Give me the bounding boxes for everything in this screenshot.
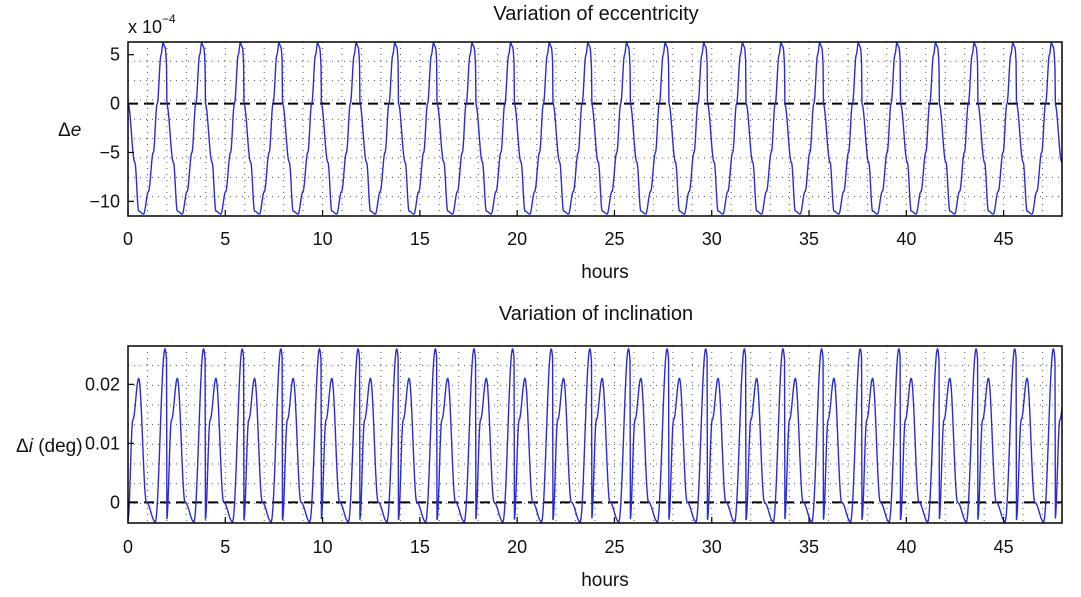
eccentricity-y-tick-label: −10 (89, 191, 120, 211)
eccentricity-y-ticks: 5 0 −5 −10 (89, 45, 134, 211)
eccentricity-x-label: hours (581, 262, 629, 283)
eccentricity-series-line (127, 41, 1063, 215)
eccentricity-x-tick-label: 15 (410, 229, 430, 249)
inclination-y-tick-label: 0.02 (85, 374, 120, 394)
eccentricity-axes-box (127, 41, 1063, 217)
eccentricity-x-tick-label: 0 (123, 229, 133, 249)
eccentricity-x-tick-label: 40 (896, 229, 916, 249)
eccentricity-x-tick-label: 20 (507, 229, 527, 249)
inclination-y-tick-label: 0.01 (85, 433, 120, 453)
eccentricity-x-tick-label: 45 (994, 229, 1014, 249)
eccentricity-y-tick-label: 0 (110, 94, 120, 114)
inclination-x-tick-label: 35 (799, 537, 819, 557)
eccentricity-exponent: x 10−4 (128, 12, 176, 37)
eccentricity-grid (128, 42, 1062, 216)
eccentricity-x-tick-label: 5 (220, 229, 230, 249)
inclination-chart: Variation of inclination 0 5 10 15 20 25 30 35 4… (16, 303, 1063, 591)
inclination-x-tick-label: 25 (604, 537, 624, 557)
inclination-x-tick-label: 15 (410, 537, 430, 557)
eccentricity-y-tick-label: −5 (99, 142, 120, 162)
inclination-x-tick-label: 20 (507, 537, 527, 557)
inclination-x-tick-label: 0 (123, 537, 133, 557)
inclination-x-tick-label: 40 (896, 537, 916, 557)
inclination-x-tick-label: 10 (313, 537, 333, 557)
eccentricity-chart: Variation of eccentricity x 10−4 0 5 10 15 2… (58, 3, 1063, 283)
inclination-x-tick-label: 5 (220, 537, 230, 557)
inclination-series-line (127, 347, 1063, 523)
eccentricity-title: Variation of eccentricity (493, 3, 698, 25)
inclination-x-ticks: 0 5 10 15 20 25 30 35 40 45 (123, 517, 1014, 557)
eccentricity-x-tick-label: 35 (799, 229, 819, 249)
inclination-y-label: Δi (deg) (16, 436, 83, 457)
inclination-y-ticks: 0 0.01 0.02 (85, 374, 134, 512)
inclination-axes-box (127, 345, 1063, 524)
eccentricity-x-tick-label: 10 (313, 229, 333, 249)
inclination-y-tick-label: 0 (110, 492, 120, 512)
eccentricity-y-tick-label: 5 (110, 45, 120, 65)
inclination-x-label: hours (581, 570, 629, 591)
eccentricity-y-label: Δe (58, 120, 81, 141)
inclination-x-tick-label: 30 (702, 537, 722, 557)
eccentricity-x-ticks: 0 5 10 15 20 25 30 35 40 45 (123, 210, 1014, 249)
eccentricity-x-tick-label: 30 (702, 229, 722, 249)
inclination-x-tick-label: 45 (994, 537, 1014, 557)
inclination-title: Variation of inclination (499, 303, 693, 325)
eccentricity-x-tick-label: 25 (604, 229, 624, 249)
